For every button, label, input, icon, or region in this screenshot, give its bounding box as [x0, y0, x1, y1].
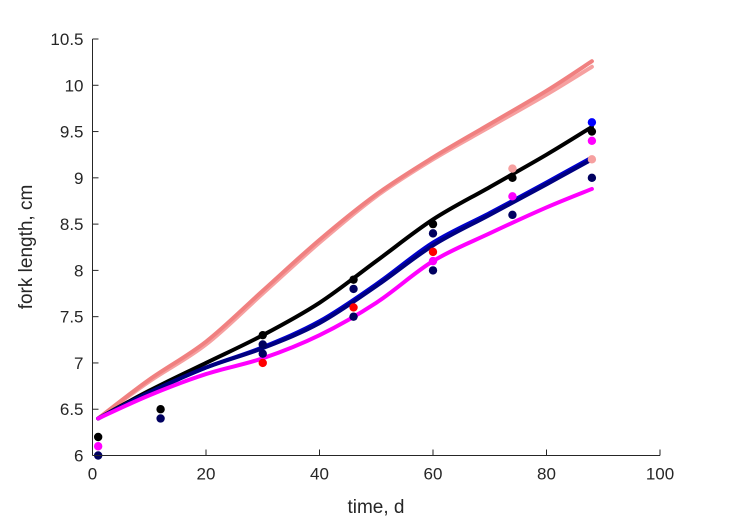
x-tick-label: 100 [646, 465, 674, 484]
data-point-6-0 [93, 432, 103, 442]
data-point-7-5 [349, 312, 358, 321]
y-ticks: 6 6.5 7 7.5 8 8.5 9 9.5 10 10.5 [50, 30, 99, 466]
data-point-8-2 [508, 192, 517, 201]
data-point-11-0 [508, 164, 517, 173]
y-axis-title: fork length, cm [16, 185, 37, 310]
data-point-6-4 [428, 219, 438, 229]
data-point-8-3 [587, 136, 597, 146]
y-tick-label: 9 [74, 169, 83, 188]
plot-points [93, 118, 597, 460]
data-point-11-1 [587, 155, 597, 164]
data-point-10-0 [587, 118, 597, 127]
data-point-7-2 [258, 349, 267, 358]
axes [92, 39, 660, 456]
data-point-7-6 [428, 229, 438, 238]
data-point-7-8 [508, 210, 517, 220]
x-axis-title: time, d [347, 497, 404, 518]
data-point-7-1 [156, 414, 165, 423]
x-tick-label: 40 [310, 465, 329, 484]
data-point-6-1 [156, 405, 165, 414]
y-tick-label: 9.5 [60, 123, 84, 142]
y-tick-label: 6 [74, 447, 83, 466]
data-point-9-0 [258, 358, 267, 368]
data-point-6-3 [349, 275, 358, 284]
x-tick-label: 80 [537, 465, 556, 484]
series-line-1 [96, 59, 594, 421]
data-point-8-1 [428, 256, 438, 266]
y-tick-label: 6.5 [60, 400, 84, 419]
data-point-7-4 [349, 284, 358, 294]
y-tick-label: 8 [74, 261, 83, 280]
y-tick-label: 7.5 [60, 308, 84, 327]
x-ticks: 0 20 40 60 80 100 [88, 449, 674, 484]
x-tick-label: 0 [88, 465, 97, 484]
series-line-4 [96, 157, 594, 421]
data-point-9-2 [428, 247, 438, 257]
data-point-6-2 [258, 330, 267, 340]
data-point-6-6 [587, 127, 597, 136]
data-point-7-3 [258, 340, 267, 349]
data-point-7-9 [587, 173, 597, 183]
data-point-9-1 [349, 303, 358, 312]
data-point-6-5 [508, 173, 517, 183]
data-point-7-7 [428, 266, 438, 275]
x-tick-label: 60 [424, 465, 443, 484]
data-point-8-0 [93, 442, 103, 451]
y-tick-label: 10 [65, 76, 84, 95]
x-tick-label: 20 [197, 465, 216, 484]
y-tick-label: 7 [74, 354, 83, 373]
y-tick-label: 10.5 [50, 30, 83, 49]
y-tick-label: 8.5 [60, 215, 84, 234]
